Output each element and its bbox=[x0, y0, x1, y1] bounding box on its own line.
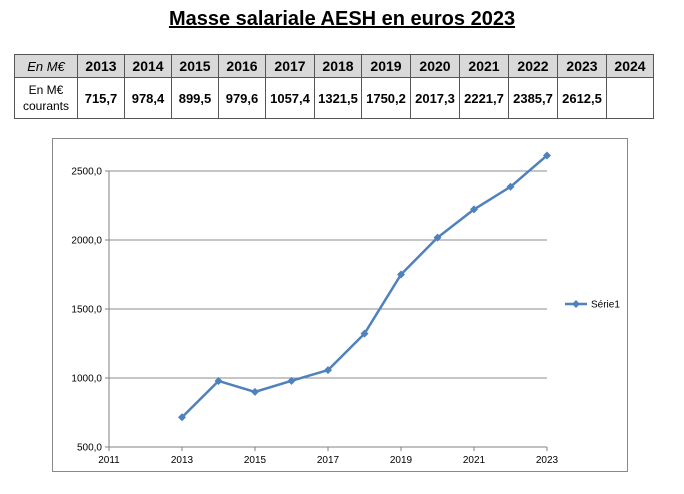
chart-axes bbox=[105, 170, 548, 451]
y-tick-label: 1000,0 bbox=[71, 374, 102, 385]
table-row-label: En M€ courants bbox=[14, 77, 78, 119]
y-tick-label: 2500,0 bbox=[71, 167, 102, 178]
table-cell: 979,6 bbox=[218, 77, 266, 119]
legend-label: Série1 bbox=[591, 300, 620, 311]
table-cell: 2385,7 bbox=[508, 77, 558, 119]
table-year-header: 2019 bbox=[361, 54, 411, 78]
data-point bbox=[506, 182, 515, 191]
table-year-header: 2016 bbox=[218, 54, 266, 78]
table-value-row: En M€ courants 715,7 978,4 899,5 979,6 1… bbox=[14, 77, 654, 119]
chart-tick-labels: 500,0 1000,0 1500,0 2000,0 2500,0 2011 2013 201… bbox=[71, 167, 558, 467]
chart-legend: Série1 bbox=[565, 300, 620, 311]
table-cell: 1321,5 bbox=[314, 77, 362, 119]
table-year-header: 2022 bbox=[508, 54, 558, 78]
data-point bbox=[470, 205, 478, 214]
y-tick-label: 2000,0 bbox=[71, 236, 102, 247]
table-year-header: 2017 bbox=[265, 54, 315, 78]
table-year-header: 2024 bbox=[606, 54, 654, 78]
x-tick-label: 2017 bbox=[317, 455, 340, 466]
y-tick-label: 500,0 bbox=[77, 443, 102, 454]
row-label-line1: En M€ bbox=[28, 83, 64, 97]
row-label-line2: courants bbox=[22, 99, 70, 113]
x-tick-label: 2023 bbox=[536, 455, 559, 466]
data-point bbox=[214, 376, 223, 385]
table-year-header: 2014 bbox=[124, 54, 172, 78]
table-cell: 978,4 bbox=[124, 77, 172, 119]
table-cell: 2221,7 bbox=[459, 77, 509, 119]
table-corner-label: En M€ bbox=[14, 54, 78, 78]
data-point bbox=[433, 233, 442, 242]
data-point bbox=[360, 329, 369, 338]
x-tick-label: 2011 bbox=[98, 455, 120, 466]
x-tick-label: 2019 bbox=[390, 455, 413, 466]
data-point bbox=[178, 413, 186, 422]
table-cell: 899,5 bbox=[171, 77, 219, 119]
table-cell: 1057,4 bbox=[265, 77, 315, 119]
line-chart: 500,0 1000,0 1500,0 2000,0 2500,0 2011 2013 201… bbox=[71, 151, 620, 467]
table-cell: 1750,2 bbox=[361, 77, 411, 119]
chart-gridlines bbox=[109, 170, 547, 379]
table-header-row: En M€ 2013 2014 2015 2016 2017 2018 2019… bbox=[14, 54, 654, 78]
page-title: Masse salariale AESH en euros 2023 bbox=[168, 8, 516, 30]
table-year-header: 2021 bbox=[459, 54, 509, 78]
table-cell bbox=[606, 77, 654, 119]
table-year-header: 2023 bbox=[557, 54, 607, 78]
table-cell: 2017,3 bbox=[410, 77, 460, 119]
data-table: En M€ 2013 2014 2015 2016 2017 2018 2019… bbox=[14, 54, 654, 119]
data-point bbox=[543, 151, 551, 160]
table-cell: 715,7 bbox=[77, 77, 125, 119]
chart-series bbox=[178, 151, 551, 422]
y-tick-label: 1500,0 bbox=[71, 305, 102, 316]
table-year-header: 2018 bbox=[314, 54, 362, 78]
data-point bbox=[397, 270, 405, 279]
data-point bbox=[324, 366, 332, 375]
table-year-header: 2020 bbox=[410, 54, 460, 78]
x-tick-label: 2015 bbox=[244, 455, 267, 466]
chart-frame: 500,0 1000,0 1500,0 2000,0 2500,0 2011 2013 201… bbox=[52, 138, 628, 472]
x-tick-label: 2021 bbox=[463, 455, 486, 466]
data-point bbox=[287, 376, 296, 385]
x-tick-label: 2013 bbox=[171, 455, 194, 466]
table-year-header: 2013 bbox=[77, 54, 125, 78]
legend-swatch-marker bbox=[572, 300, 580, 308]
data-point bbox=[251, 387, 259, 396]
table-cell: 2612,5 bbox=[557, 77, 607, 119]
table-year-header: 2015 bbox=[171, 54, 219, 78]
